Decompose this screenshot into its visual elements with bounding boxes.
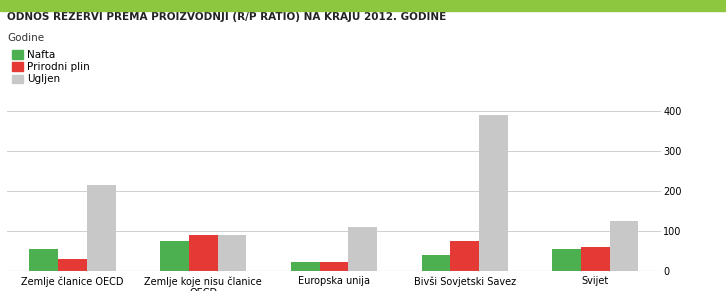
Bar bbox=[479, 115, 507, 271]
Bar bbox=[450, 241, 479, 271]
Bar bbox=[160, 241, 189, 271]
Bar bbox=[552, 249, 581, 271]
Bar bbox=[218, 235, 246, 271]
Bar bbox=[610, 221, 638, 271]
Bar bbox=[422, 255, 450, 271]
Bar bbox=[348, 227, 377, 271]
Legend: Nafta, Prirodni plin, Ugljen: Nafta, Prirodni plin, Ugljen bbox=[12, 50, 90, 84]
Bar bbox=[87, 184, 115, 271]
Bar bbox=[30, 249, 58, 271]
Bar bbox=[581, 246, 610, 271]
Text: ODNOS REZERVI PREMA PROIZVODNJI (R/P RATIO) NA KRAJU 2012. GODINE: ODNOS REZERVI PREMA PROIZVODNJI (R/P RAT… bbox=[7, 12, 446, 22]
Bar bbox=[189, 235, 218, 271]
Bar bbox=[291, 262, 319, 271]
Bar bbox=[58, 260, 87, 271]
Bar bbox=[319, 262, 348, 271]
Text: Godine: Godine bbox=[7, 33, 44, 43]
